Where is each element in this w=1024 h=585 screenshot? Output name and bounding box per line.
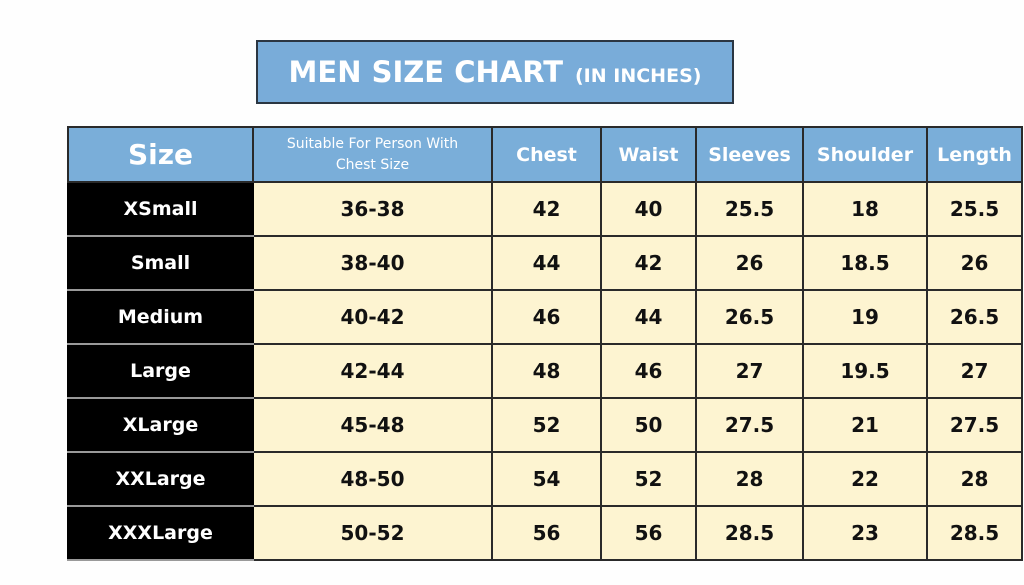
table-cell: 25.5 <box>695 181 804 237</box>
table-cell: 48-50 <box>252 451 493 507</box>
table-cell: 42 <box>491 181 602 237</box>
table-cell: 44 <box>491 235 602 291</box>
table-cell: 40-42 <box>252 289 493 345</box>
table-cell: 27 <box>926 343 1023 399</box>
title-main: MEN SIZE CHART <box>288 55 563 89</box>
table-cell: 36-38 <box>252 181 493 237</box>
table-row: XSmall 36-38 42 40 25.5 18 25.5 <box>67 181 1023 237</box>
table-cell: 27.5 <box>926 397 1023 453</box>
table-cell: 40 <box>600 181 697 237</box>
table-cell: 52 <box>491 397 602 453</box>
title-unit: (IN INCHES) <box>575 65 702 87</box>
table-cell: 26 <box>926 235 1023 291</box>
table-row: Small 38-40 44 42 26 18.5 26 <box>67 235 1023 291</box>
table-cell: 28 <box>695 451 804 507</box>
size-table: Size Suitable For Person With Chest Size C… <box>67 126 1023 561</box>
table-cell: 19 <box>802 289 928 345</box>
table-cell: 38-40 <box>252 235 493 291</box>
table-row: XXLarge 48-50 54 52 28 22 28 <box>67 451 1023 507</box>
table-row: Medium 40-42 46 44 26.5 19 26.5 <box>67 289 1023 345</box>
table-cell: 26.5 <box>926 289 1023 345</box>
size-label: XSmall <box>67 181 254 237</box>
table-cell: 54 <box>491 451 602 507</box>
column-header-sleeves: Sleeves <box>695 126 804 183</box>
table-cell: 28 <box>926 451 1023 507</box>
table-cell: 18.5 <box>802 235 928 291</box>
table-cell: 48 <box>491 343 602 399</box>
chart-title: MEN SIZE CHART (IN INCHES) <box>256 40 734 104</box>
table-cell: 21 <box>802 397 928 453</box>
size-label: Medium <box>67 289 254 345</box>
table-cell: 42-44 <box>252 343 493 399</box>
table-cell: 28.5 <box>695 505 804 561</box>
size-label: XLarge <box>67 397 254 453</box>
table-cell: 52 <box>600 451 697 507</box>
size-label: Large <box>67 343 254 399</box>
table-cell: 27.5 <box>695 397 804 453</box>
table-cell: 18 <box>802 181 928 237</box>
table-cell: 42 <box>600 235 697 291</box>
table-cell: 45-48 <box>252 397 493 453</box>
column-header-chest: Chest <box>491 126 602 183</box>
table-cell: 44 <box>600 289 697 345</box>
size-label: XXLarge <box>67 451 254 507</box>
size-label: Small <box>67 235 254 291</box>
table-cell: 22 <box>802 451 928 507</box>
table-row: Large 42-44 48 46 27 19.5 27 <box>67 343 1023 399</box>
column-header-waist: Waist <box>600 126 697 183</box>
table-cell: 19.5 <box>802 343 928 399</box>
table-cell: 26.5 <box>695 289 804 345</box>
table-cell: 46 <box>491 289 602 345</box>
table-cell: 26 <box>695 235 804 291</box>
header-row: Size Suitable For Person With Chest Size C… <box>67 126 1023 183</box>
table-cell: 25.5 <box>926 181 1023 237</box>
table-row: XXXLarge 50-52 56 56 28.5 23 28.5 <box>67 505 1023 561</box>
table-cell: 23 <box>802 505 928 561</box>
table-cell: 28.5 <box>926 505 1023 561</box>
table-row: XLarge 45-48 52 50 27.5 21 27.5 <box>67 397 1023 453</box>
table-cell: 50 <box>600 397 697 453</box>
table-cell: 56 <box>600 505 697 561</box>
size-label: XXXLarge <box>67 505 254 561</box>
column-header-shoulder: Shoulder <box>802 126 928 183</box>
table-cell: 46 <box>600 343 697 399</box>
column-header-size: Size <box>67 126 254 183</box>
table-cell: 50-52 <box>252 505 493 561</box>
table-cell: 27 <box>695 343 804 399</box>
column-header-length: Length <box>926 126 1023 183</box>
table-cell: 56 <box>491 505 602 561</box>
column-header-suitable: Suitable For Person With Chest Size <box>252 126 493 183</box>
